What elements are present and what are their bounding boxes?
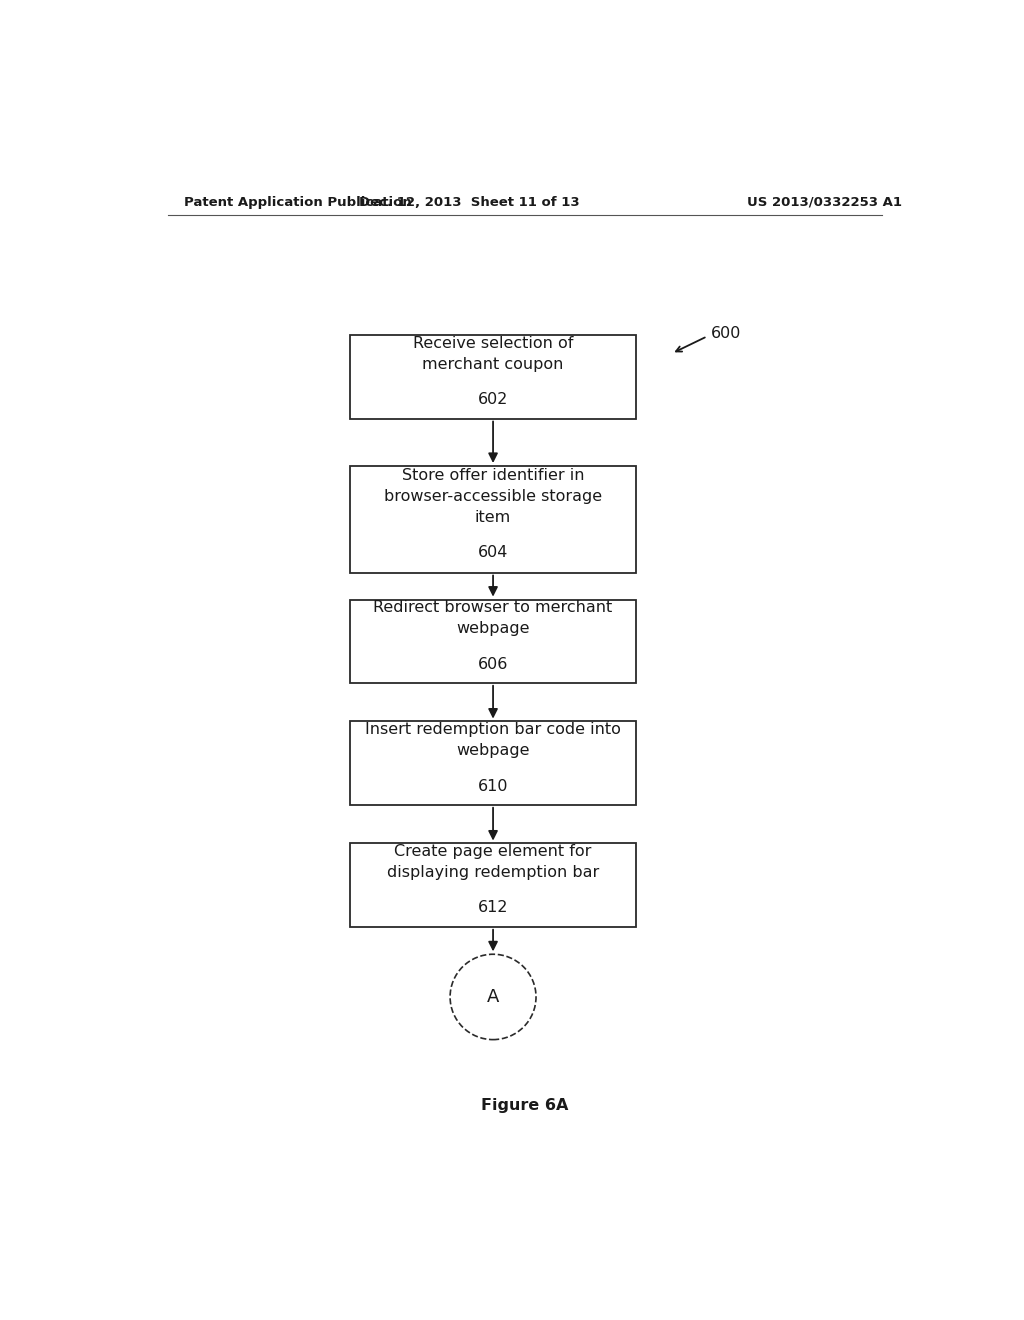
Text: webpage: webpage: [457, 622, 529, 636]
Text: Create page element for: Create page element for: [394, 843, 592, 859]
Text: webpage: webpage: [457, 743, 529, 759]
FancyBboxPatch shape: [350, 599, 636, 682]
Text: item: item: [475, 511, 511, 525]
Text: 604: 604: [478, 545, 508, 560]
Text: A: A: [486, 987, 500, 1006]
Text: Store offer identifier in: Store offer identifier in: [401, 467, 585, 483]
Text: 606: 606: [478, 656, 508, 672]
Text: 610: 610: [478, 779, 508, 793]
Text: displaying redemption bar: displaying redemption bar: [387, 866, 599, 880]
Text: US 2013/0332253 A1: US 2013/0332253 A1: [748, 195, 902, 209]
Text: 612: 612: [478, 900, 508, 916]
Text: merchant coupon: merchant coupon: [422, 358, 564, 372]
Text: Dec. 12, 2013  Sheet 11 of 13: Dec. 12, 2013 Sheet 11 of 13: [359, 195, 580, 209]
Text: 602: 602: [478, 392, 508, 408]
FancyBboxPatch shape: [350, 843, 636, 927]
Text: browser-accessible storage: browser-accessible storage: [384, 488, 602, 504]
FancyBboxPatch shape: [350, 466, 636, 573]
FancyBboxPatch shape: [350, 722, 636, 805]
Ellipse shape: [451, 954, 536, 1040]
Text: Redirect browser to merchant: Redirect browser to merchant: [374, 601, 612, 615]
Text: 600: 600: [712, 326, 741, 341]
Text: Receive selection of: Receive selection of: [413, 335, 573, 351]
Text: Patent Application Publication: Patent Application Publication: [183, 195, 412, 209]
FancyBboxPatch shape: [350, 335, 636, 418]
Text: Figure 6A: Figure 6A: [481, 1098, 568, 1113]
Text: Insert redemption bar code into: Insert redemption bar code into: [366, 722, 621, 737]
